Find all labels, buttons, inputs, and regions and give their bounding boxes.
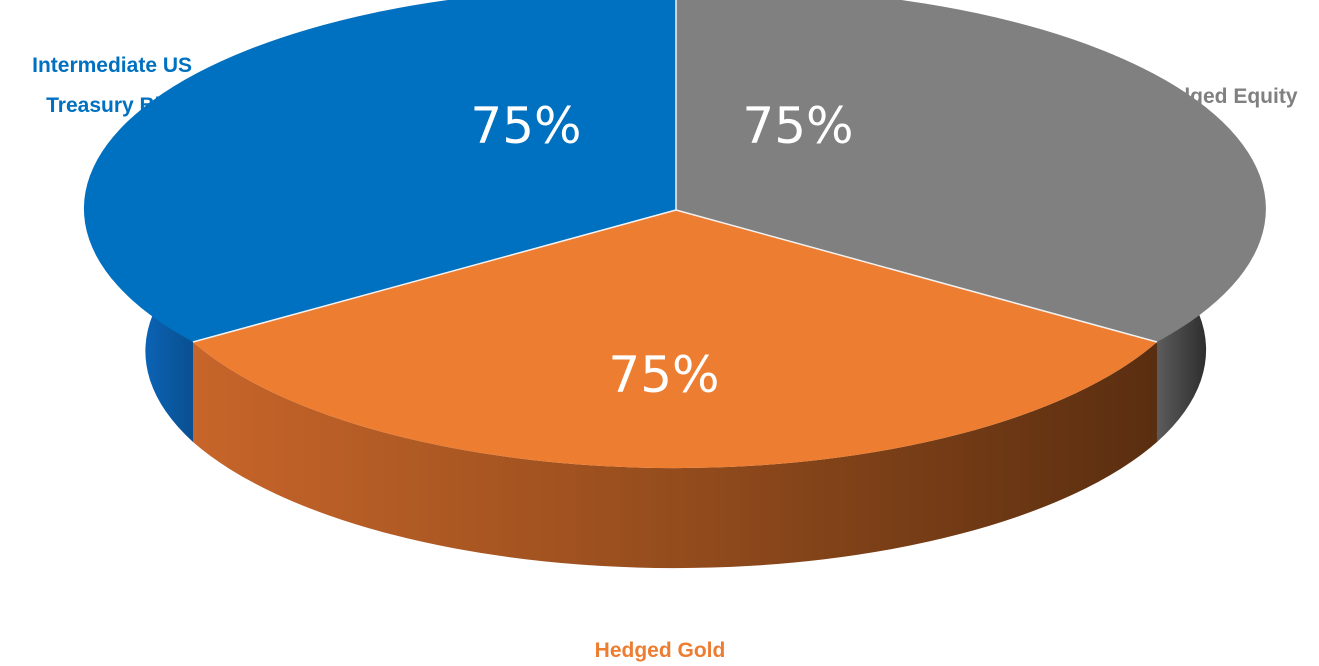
category-labels: Hedged Equity Hedged Gold Intermediate U… [32,54,1298,662]
category-label-line-1: Intermediate US [32,54,192,77]
value-label-hedged-equity: 75% [742,97,853,155]
pie-top [83,0,1266,469]
category-label-hedged-gold: Hedged Gold [595,639,726,662]
value-label-hedged-gold: 75% [608,346,719,404]
slice-top-hedged-equity [676,0,1266,342]
slice-divider [192,0,1158,343]
value-label-intermediate-us-treasury-bills: 75% [470,97,581,155]
slice-side-hedged-gold [193,342,1157,569]
slice-top-hedged-gold [193,210,1157,469]
value-labels: 75% 75% 75% [470,97,853,404]
category-label-hedged-equity: Hedged Equity [1150,85,1297,108]
category-label-line-2: Treasury Bills [46,94,184,117]
category-label-intermediate-us-treasury-bills: Intermediate US Treasury Bills [32,54,198,117]
slice-top-intermediate-us-treasury-bills [83,0,676,342]
